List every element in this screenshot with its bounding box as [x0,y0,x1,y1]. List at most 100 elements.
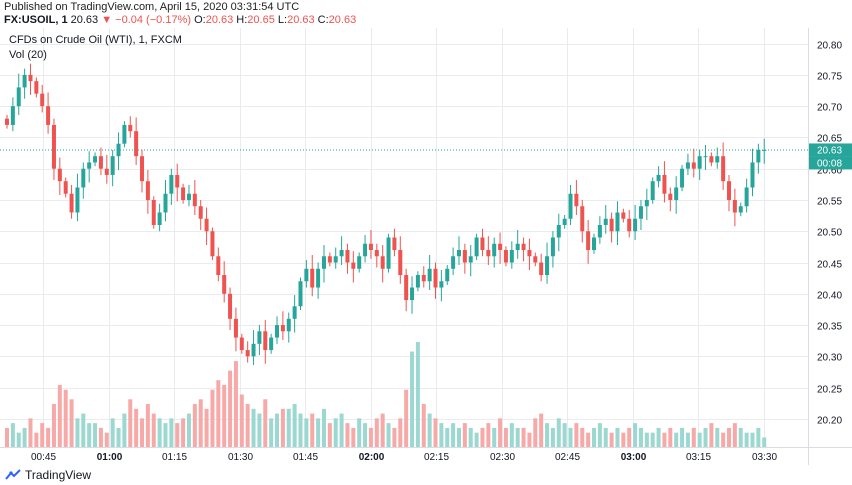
volume-bar [321,408,326,447]
volume-bar [87,423,92,447]
volume-bar [222,384,227,447]
high-label: H: [236,14,248,26]
countdown-tag [809,156,852,170]
price-tick-label: 20.55 [817,197,842,208]
volume-bar [574,423,579,447]
volume-bar [685,432,690,447]
price-change: −0.04 (−0.17%) [115,14,192,26]
candle-body [568,193,573,219]
volume-bar [586,432,591,447]
volume-bar [134,408,139,447]
close-value: 20.63 [328,14,357,26]
volume-bar [245,404,250,447]
candle-body [5,118,9,125]
volume-bar [169,418,174,447]
candle-body [216,256,221,276]
candle-body [492,243,497,257]
price-chart[interactable]: 20.20 20.25 20.30 20.35 20.40 20.45 20.50 20.55… [0,28,852,465]
volume-bar [128,399,133,447]
candle-body [503,250,508,263]
time-tick-label: 01:15 [162,452,187,463]
low-label: L: [277,14,288,26]
volume-bar [57,384,62,447]
candle-body [186,193,191,200]
candle-body [456,250,461,257]
candle-body [386,237,391,269]
volume-bar [51,404,56,447]
current-price-tag [809,143,852,157]
candle-body [662,174,667,194]
candle-body [415,275,420,288]
candle-body [157,212,162,225]
candle-body [674,187,679,200]
volume-bar [456,427,461,447]
volume-bar [410,351,415,447]
open-value: 20.63 [205,14,234,26]
volume-bar [198,399,203,447]
candle-body [644,199,649,207]
candle-body [269,337,274,351]
candle-body [498,243,503,251]
candle-body [57,168,62,182]
price-tick-label: 20.50 [817,228,842,239]
candle-body [245,350,250,357]
volume-bar [492,427,497,447]
volume-bar [368,427,373,447]
candle-body [650,181,655,200]
volume-bar [627,427,632,447]
volume-bar [697,432,702,447]
candle-body [621,212,626,219]
price-tick-label: 20.70 [817,103,842,114]
volume-bar [116,427,121,447]
candle-body [533,256,538,263]
volume-bar [750,432,755,447]
candle-body [210,231,215,257]
volume-bar [380,413,385,447]
candle-body [222,275,227,294]
volume-bar [69,399,74,447]
high-value: 20.65 [247,14,275,26]
time-tick-label: 03:00 [621,452,647,463]
price-tick-label: 20.80 [817,41,842,52]
candle-body [727,181,732,200]
time-tick-label: 02:15 [424,452,449,463]
volume-bar [503,427,508,447]
volume-bar [545,423,550,447]
volume-bar [163,423,168,447]
volume-bar [10,423,15,447]
candle-body [597,224,602,238]
candle-body [738,206,743,213]
candle-body [22,74,27,88]
time-tick-label: 01:45 [293,452,318,463]
price-tick-label: 20.65 [817,134,842,145]
candle-body [63,181,68,194]
low-value: 20.63 [287,14,315,26]
volume-bar [762,437,767,447]
candle-body [410,287,415,301]
candle-body [304,268,309,282]
volume-bar [269,418,274,447]
candle-body [298,281,303,307]
volume-bar [204,408,209,447]
candle-body [427,268,432,282]
symbol-label[interactable]: FX:USOIL, 1 [4,14,68,26]
volume-bar [75,418,80,447]
candle-body [122,124,127,144]
candle-body [744,187,749,207]
time-axis[interactable]: 00:45 01:00 01:15 01:30 01:45 02:00 02:15 02:30… [31,452,777,463]
candle-body [51,124,56,169]
volume-bar [650,432,655,447]
volume-bar [603,427,608,447]
volume-bar [721,432,726,447]
volume-bar [727,427,732,447]
candle-body [192,193,197,207]
chart-panel[interactable]: 20.20 20.25 20.30 20.35 20.40 20.45 20.50 20.55… [0,28,852,465]
tradingview-logo[interactable]: TradingView [5,468,91,482]
candle-body [609,218,614,232]
price-axis[interactable]: 20.20 20.25 20.30 20.35 20.40 20.45 20.50 20.55… [817,41,842,427]
candle-body [275,325,280,338]
countdown-tag-text: 00:08 [817,158,842,169]
volume-bar [333,418,338,447]
volume-bar [480,427,485,447]
volume-bar [357,418,362,447]
